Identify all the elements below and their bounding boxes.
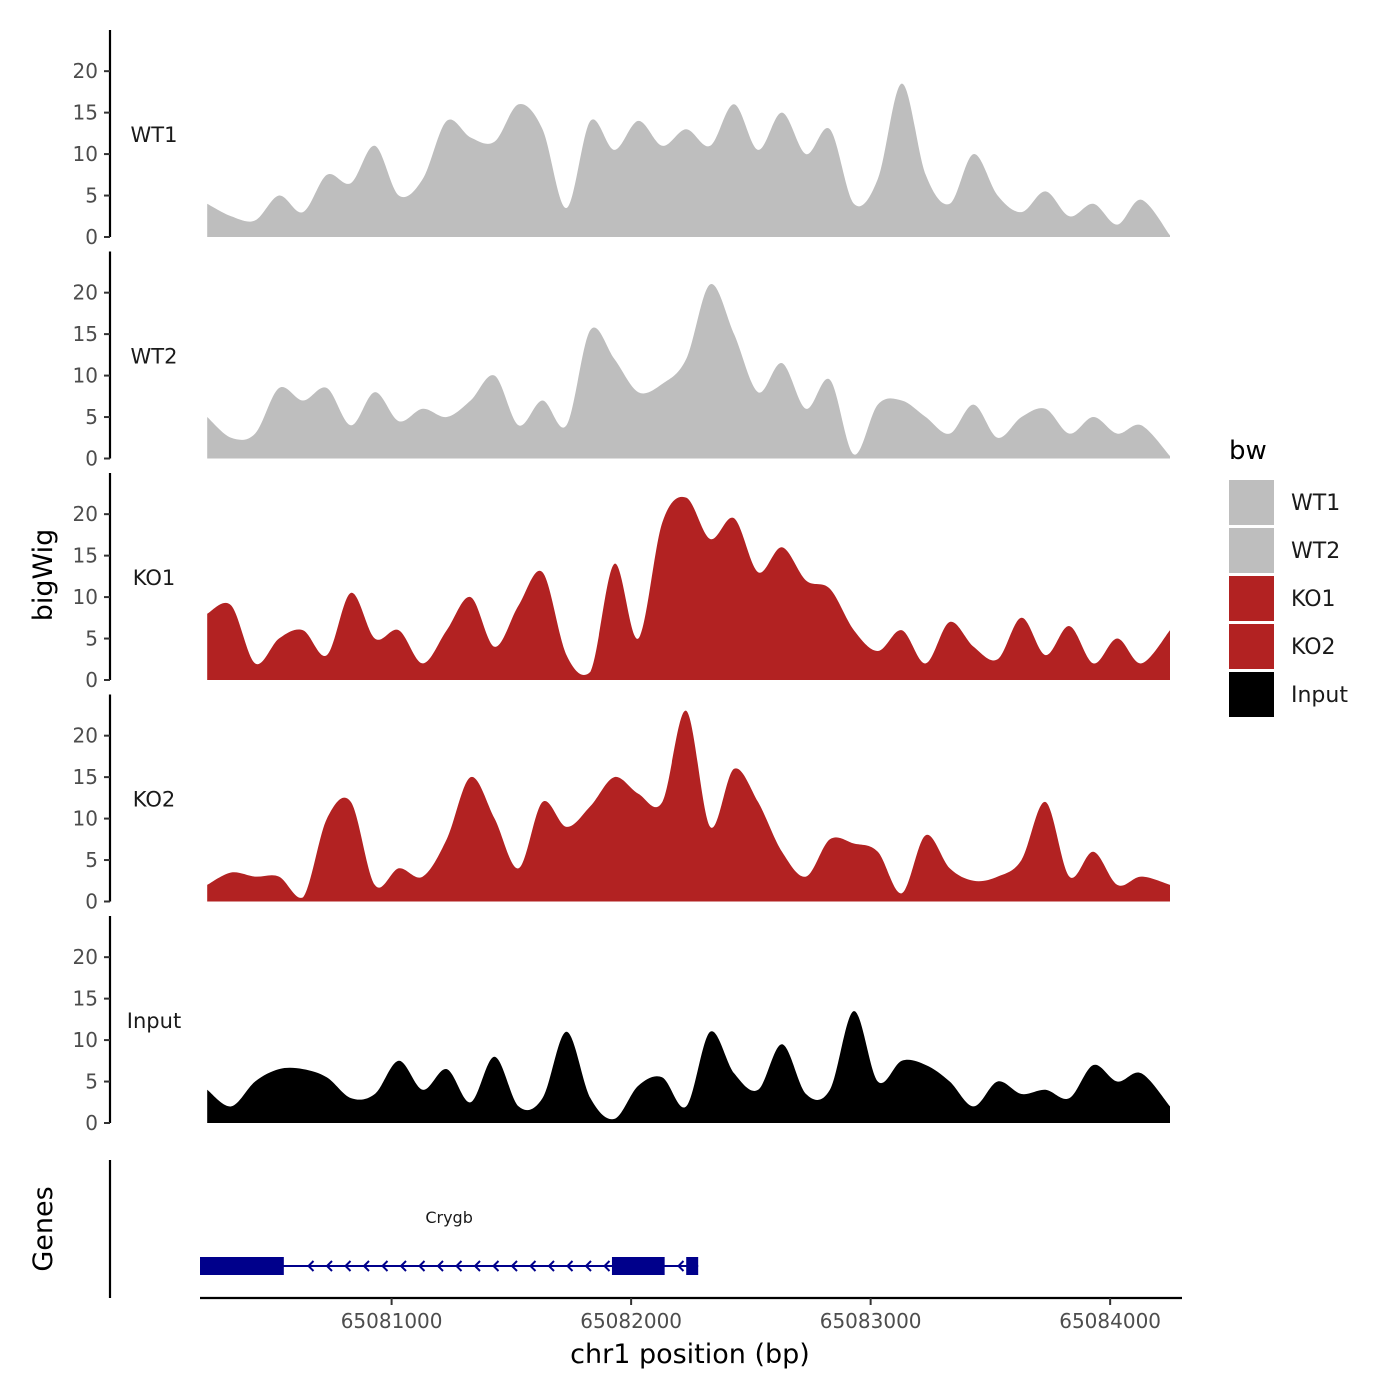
strand-arrow xyxy=(418,1260,426,1272)
x-axis: 65081000 65082000 65083000 65084000 chr1 po… xyxy=(200,1296,1182,1370)
area-wt1 xyxy=(207,83,1170,237)
gene-track-title: Genes xyxy=(28,1186,59,1271)
strand-arrow xyxy=(307,1260,315,1272)
strand-arrow xyxy=(529,1260,537,1272)
y-tick-label: 15 xyxy=(73,101,98,125)
x-ticks: 65081000 65082000 65083000 65084000 xyxy=(341,1298,1161,1333)
track-wt2: 0 5 10 15 20 WT2 xyxy=(73,251,1170,471)
y-tick-label: 0 xyxy=(85,890,98,914)
area-ko1 xyxy=(207,496,1170,680)
y-tick-label: 10 xyxy=(73,364,98,388)
legend-entries: WT1 WT2 KO1 KO2 Input xyxy=(1229,480,1348,717)
gene-model xyxy=(200,1257,699,1275)
y-tick-label: 20 xyxy=(73,281,98,305)
y-tick-label: 20 xyxy=(73,59,98,83)
y-tick-label: 15 xyxy=(73,544,98,568)
legend-label-wt1: WT1 xyxy=(1291,491,1340,516)
legend-label-wt2: WT2 xyxy=(1291,539,1340,564)
track-label-ko2: KO2 xyxy=(133,788,176,812)
gene-exon xyxy=(611,1257,665,1275)
track-label-input: Input xyxy=(127,1009,181,1033)
strand-arrow xyxy=(381,1260,389,1272)
track-label-wt1: WT1 xyxy=(131,123,178,147)
track-ko1: 0 5 10 15 20 KO1 xyxy=(73,473,1170,692)
area-ko2 xyxy=(207,710,1170,902)
y-tick-label: 5 xyxy=(85,184,98,208)
y-tick-label: 0 xyxy=(85,225,98,249)
legend-title: bw xyxy=(1229,436,1267,466)
legend-key-ko1 xyxy=(1229,576,1274,621)
gene-name-label: Crygb xyxy=(425,1208,473,1227)
legend: bw WT1 WT2 KO1 KO2 Input xyxy=(1229,436,1348,717)
x-tick-label: 65083000 xyxy=(820,1309,922,1333)
strand-arrow xyxy=(492,1260,500,1272)
gene-track-panel: Genes Crygb xyxy=(28,1160,699,1298)
y-tick-label: 15 xyxy=(73,987,98,1011)
y-tick-label: 10 xyxy=(73,585,98,609)
y-tick-label: 10 xyxy=(73,1028,98,1052)
strand-arrow xyxy=(436,1260,444,1272)
coverage-tracks: 0 5 10 15 20 WT1 0 5 10 15 20 WT2 0 5 10 15 20 KO1 0 5 10 15 2… xyxy=(73,30,1170,1135)
gene-exon xyxy=(686,1257,699,1275)
track-label-wt2: WT2 xyxy=(131,345,178,369)
strand-arrow xyxy=(547,1260,555,1272)
y-tick-label: 0 xyxy=(85,668,98,692)
y-tick-label: 5 xyxy=(85,627,98,651)
area-input xyxy=(207,1011,1170,1123)
area-wt2 xyxy=(207,284,1170,459)
x-tick-label: 65081000 xyxy=(341,1309,443,1333)
strand-arrow xyxy=(677,1260,685,1272)
y-tick-label: 15 xyxy=(73,765,98,789)
y-axis-title: bigWig xyxy=(28,529,59,622)
track-label-ko1: KO1 xyxy=(133,566,176,590)
y-tick-label: 15 xyxy=(73,322,98,346)
gene-exon xyxy=(200,1257,284,1275)
legend-key-wt2 xyxy=(1229,528,1274,573)
legend-key-wt1 xyxy=(1229,480,1274,525)
legend-label-input: Input xyxy=(1291,683,1348,708)
strand-arrow xyxy=(344,1260,352,1272)
x-tick-label: 65082000 xyxy=(580,1309,682,1333)
y-tick-label: 5 xyxy=(85,405,98,429)
y-tick-label: 10 xyxy=(73,142,98,166)
strand-arrow xyxy=(584,1260,592,1272)
y-tick-label: 20 xyxy=(73,502,98,526)
legend-label-ko1: KO1 xyxy=(1291,587,1336,612)
strand-arrow xyxy=(455,1260,463,1272)
legend-key-ko2 xyxy=(1229,624,1274,669)
strand-arrow xyxy=(399,1260,407,1272)
y-tick-label: 5 xyxy=(85,848,98,872)
strand-arrow xyxy=(362,1260,370,1272)
track-input: 0 5 10 15 20 Input xyxy=(73,916,1170,1135)
strand-arrow xyxy=(510,1260,518,1272)
y-tick-label: 5 xyxy=(85,1070,98,1094)
y-tick-label: 10 xyxy=(73,807,98,831)
track-wt1: 0 5 10 15 20 WT1 xyxy=(73,30,1170,249)
x-axis-title: chr1 position (bp) xyxy=(570,1339,810,1370)
strand-arrow xyxy=(473,1260,481,1272)
strand-arrow xyxy=(325,1260,333,1272)
track-ko2: 0 5 10 15 20 KO2 xyxy=(73,694,1170,914)
strand-arrow xyxy=(566,1260,574,1272)
y-tick-label: 0 xyxy=(85,1111,98,1135)
y-tick-label: 20 xyxy=(73,724,98,748)
y-tick-label: 20 xyxy=(73,945,98,969)
x-tick-label: 65084000 xyxy=(1059,1309,1161,1333)
strand-arrow xyxy=(603,1260,611,1272)
legend-key-input xyxy=(1229,672,1274,717)
legend-label-ko2: KO2 xyxy=(1291,635,1336,660)
y-tick-label: 0 xyxy=(85,447,98,471)
